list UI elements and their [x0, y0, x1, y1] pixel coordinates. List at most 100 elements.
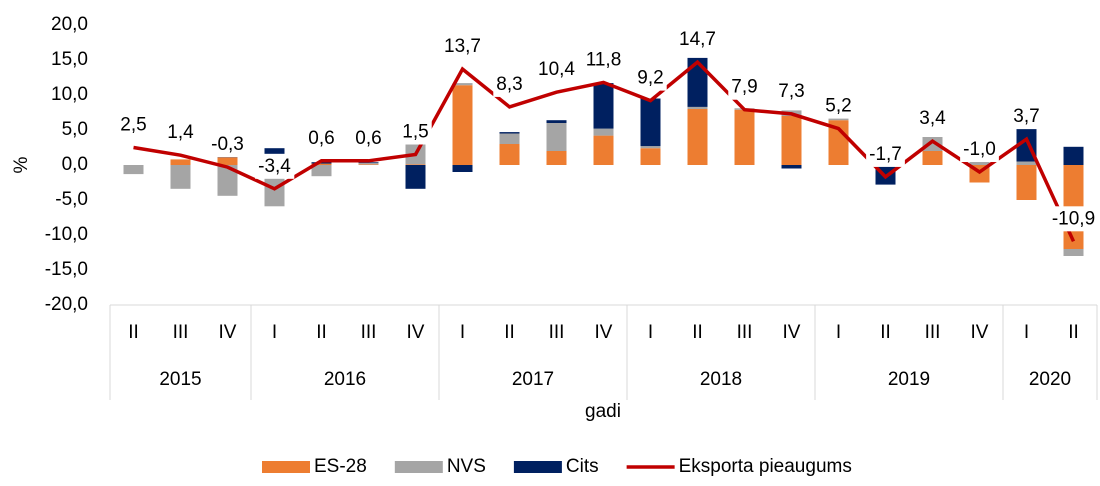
bar: [640, 148, 661, 165]
data-label: 7,9: [731, 77, 757, 98]
x-tick-label: III: [737, 322, 753, 343]
y-tick-label: 5,0: [62, 119, 88, 140]
data-label-bg: [441, 34, 484, 60]
data-label-bg: [634, 65, 667, 91]
legend-label: Eksporta pieaugums: [679, 456, 852, 477]
bar: [687, 57, 708, 107]
data-label: 2,5: [120, 115, 146, 136]
bar: [687, 109, 708, 165]
bar: [1016, 161, 1037, 165]
group-label: 2016: [324, 369, 366, 390]
legend-swatch: [513, 461, 562, 473]
x-tick-label: III: [925, 322, 941, 343]
data-label-bg: [352, 125, 385, 151]
bar: [217, 157, 238, 165]
bar: [217, 165, 238, 196]
bar: [499, 132, 520, 134]
y-tick-label: 15,0: [51, 49, 88, 70]
data-label-bg: [676, 27, 719, 53]
y-axis-label: %: [11, 156, 32, 173]
bar: [593, 83, 614, 129]
data-label: -1,7: [869, 144, 902, 165]
data-label: 13,7: [444, 36, 481, 57]
bar: [1063, 146, 1084, 165]
data-label-bg: [866, 141, 905, 167]
legend-label: Cits: [566, 456, 599, 477]
x-tick-label: II: [692, 322, 703, 343]
x-tick-label: IV: [783, 322, 801, 343]
legend-label: ES-28: [314, 456, 367, 477]
data-label-bg: [164, 120, 198, 146]
data-label: 14,7: [679, 29, 716, 50]
x-tick-label: I: [460, 322, 465, 343]
data-label-bg: [728, 74, 761, 100]
x-tick-label: IV: [407, 322, 425, 343]
x-axis-label: gadi: [585, 401, 621, 422]
data-label-bg: [305, 125, 338, 151]
data-label: 8,3: [496, 74, 522, 95]
group-label: 2017: [512, 369, 554, 390]
bar: [123, 165, 144, 175]
y-tick-label: 10,0: [51, 84, 88, 105]
data-label: -10,9: [1052, 208, 1095, 229]
bar: [640, 98, 661, 147]
data-label: 3,7: [1013, 106, 1039, 127]
bar: [593, 128, 614, 136]
bar: [311, 165, 332, 177]
bar: [405, 164, 426, 165]
data-label: 0,6: [308, 128, 334, 149]
bar: [828, 118, 849, 121]
bar: [405, 165, 426, 189]
x-tick-label: IV: [219, 322, 237, 343]
x-tick-label: II: [880, 322, 891, 343]
data-label-bg: [582, 47, 625, 73]
bar: [452, 165, 473, 172]
bar: [499, 144, 520, 165]
data-label: 3,4: [919, 108, 946, 129]
x-tick-label: II: [1068, 322, 1079, 343]
bar: [499, 133, 520, 144]
bar: [1016, 165, 1037, 200]
group-label: 2019: [888, 369, 930, 390]
y-tick-label: -10,0: [45, 224, 88, 245]
data-label: 11,8: [586, 49, 622, 70]
data-label-bg: [775, 78, 808, 104]
bar: [546, 151, 567, 165]
bar: [922, 151, 943, 165]
x-tick-label: I: [648, 322, 653, 343]
x-tick-label: II: [504, 322, 515, 343]
x-tick-label: III: [173, 322, 189, 343]
bar: [358, 162, 379, 165]
y-tick-label: 20,0: [51, 14, 88, 35]
data-label: -3,4: [258, 156, 291, 177]
data-label-bg: [117, 112, 150, 138]
x-tick-label: III: [549, 322, 565, 343]
data-label-bg: [208, 132, 247, 158]
data-label-bg: [822, 93, 855, 119]
data-label-bg: [916, 106, 950, 132]
bar: [922, 137, 943, 151]
bar: [170, 159, 191, 165]
data-label-bg: [255, 153, 295, 179]
bar: [546, 123, 567, 151]
x-tick-label: I: [1024, 322, 1029, 343]
x-tick-label: IV: [595, 322, 613, 343]
bar: [1063, 249, 1084, 256]
y-tick-label: 0,0: [62, 154, 88, 175]
x-tick-label: I: [272, 322, 277, 343]
legend-label: NVS: [447, 456, 486, 477]
data-label-bg: [1048, 206, 1099, 232]
data-label: 9,2: [637, 68, 663, 89]
data-label: 7,3: [778, 81, 804, 102]
bar: [781, 165, 802, 169]
data-label-bg: [1010, 104, 1043, 130]
y-tick-label: -20,0: [45, 294, 88, 315]
bar: [311, 163, 332, 165]
x-tick-label: I: [836, 322, 841, 343]
data-label: 5,2: [825, 96, 851, 117]
data-label: 1,4: [167, 122, 194, 143]
bar: [546, 120, 567, 123]
line: [133, 59, 1076, 243]
bar: [593, 135, 614, 165]
